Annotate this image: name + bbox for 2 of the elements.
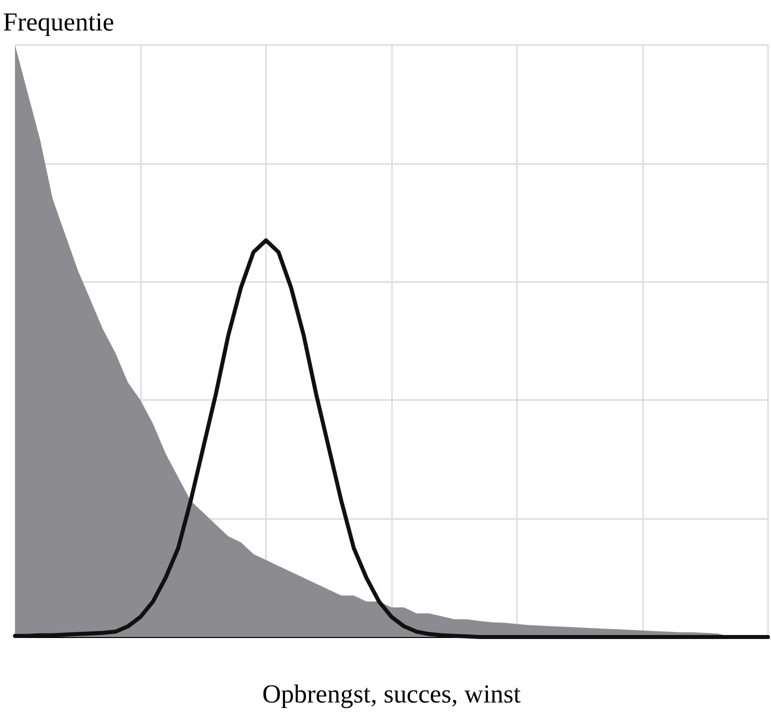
- y-axis-title: Frequentie: [3, 8, 114, 36]
- x-axis-title: Opbrengst, succes, winst: [262, 680, 522, 708]
